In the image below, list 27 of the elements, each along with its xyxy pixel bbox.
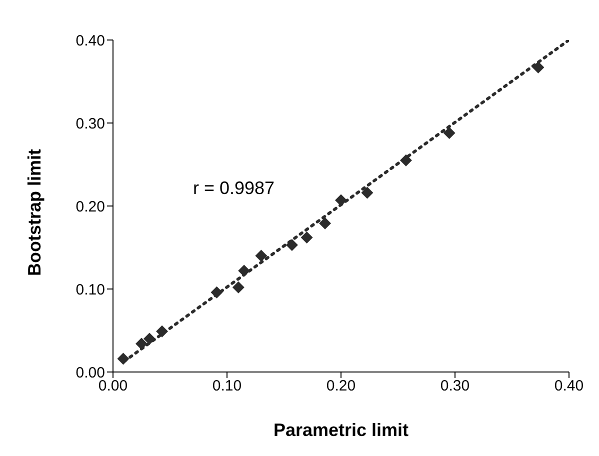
x-tick-label: 0.10	[212, 378, 242, 395]
point	[361, 186, 374, 199]
point	[143, 332, 156, 345]
annotation: r = 0.9987	[193, 178, 275, 199]
point	[232, 281, 244, 294]
point	[443, 126, 456, 139]
y-tick-label: 0.10	[76, 281, 105, 298]
x-tick-label: 0.30	[440, 378, 470, 395]
y-tick-label: 0.40	[76, 32, 105, 50]
x-axis-title: Parametric limit	[273, 420, 409, 440]
point	[136, 338, 148, 350]
point	[238, 264, 250, 277]
point	[319, 217, 332, 230]
point	[400, 154, 412, 166]
point	[117, 352, 130, 365]
x-tick-label: 0.20	[326, 378, 356, 395]
y-tick-label: 0.30	[76, 115, 105, 132]
point	[210, 286, 223, 298]
y-tick-label: 0.20	[76, 198, 105, 216]
point	[286, 239, 298, 252]
point	[532, 61, 544, 74]
x-tick-label: 0.40	[554, 378, 584, 395]
point	[335, 194, 347, 206]
point	[300, 232, 313, 244]
point	[156, 325, 168, 338]
y-axis-title: Bootstrap limit	[24, 148, 44, 276]
point	[255, 250, 268, 262]
